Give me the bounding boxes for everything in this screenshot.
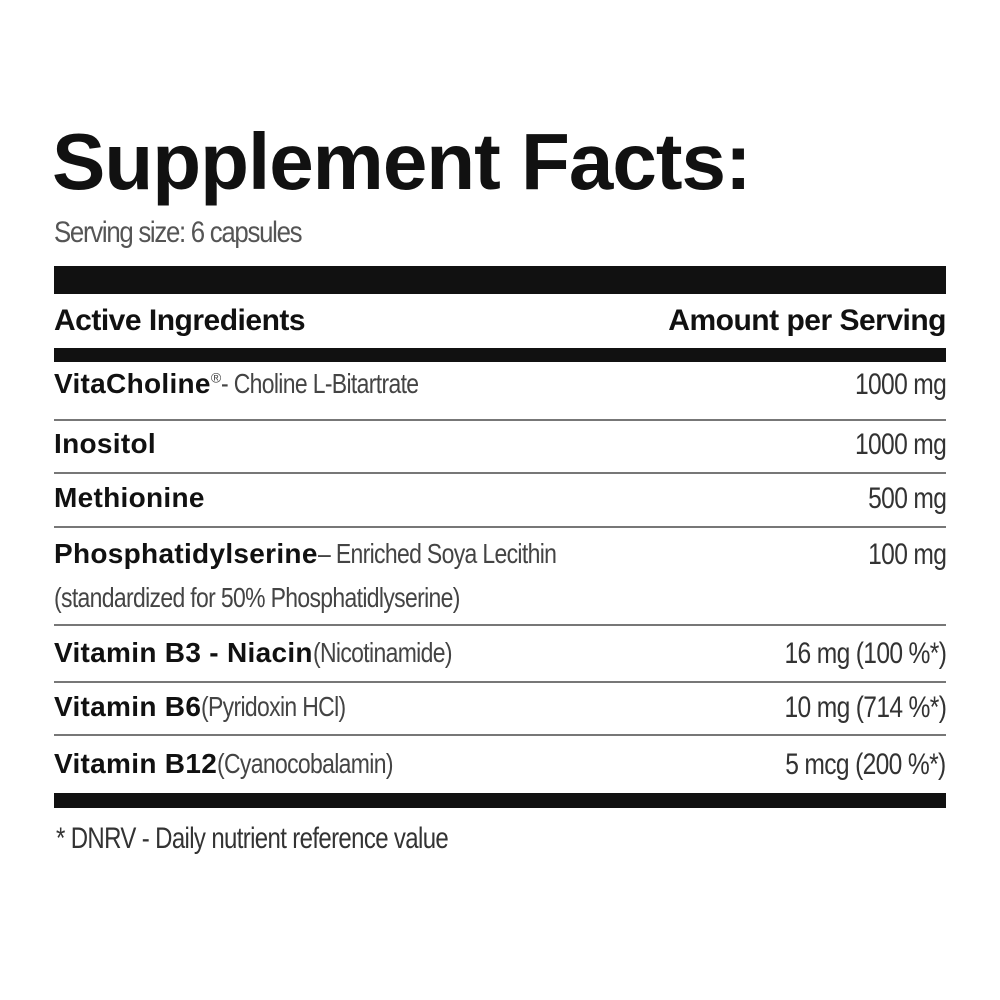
ingredient-name: Vitamin B6	[54, 691, 202, 722]
bottom-divider-bar	[54, 793, 946, 808]
ingredient-amount: 1000 mg	[854, 368, 947, 401]
row-divider	[54, 526, 946, 528]
ingredient-name: Inositol	[54, 428, 156, 459]
ingredient-detail: (Cyanocobalamin)	[217, 748, 393, 779]
ingredient-detail: – Enriched Soya Lecithin	[317, 538, 557, 569]
row-divider	[54, 734, 946, 736]
ingredient-amount: 1000 mg	[854, 428, 947, 461]
ingredient-subline: (standardized for 50% Phosphatidlyserine…	[54, 582, 460, 613]
row-divider	[54, 419, 946, 421]
row-divider	[54, 472, 946, 474]
ingredient-name: Vitamin B12	[54, 748, 218, 779]
ingredient-name: Phosphatidylserine	[54, 538, 318, 569]
ingredient-amount: 5 mcg (200 %*)	[785, 748, 947, 781]
ingredient-name: Vitamin B3 - Niacin	[54, 637, 313, 668]
row-divider	[54, 681, 946, 683]
ingredient-detail: (Nicotinamide)	[312, 637, 452, 668]
header-amount: Amount per Serving	[668, 304, 946, 337]
ingredient-name: Methionine	[54, 482, 205, 513]
header-divider-bar	[54, 348, 946, 362]
ingredient-amount: 16 mg (100 %*)	[784, 637, 946, 670]
ingredient-detail: - Choline L-Bitartrate	[221, 368, 419, 399]
row-divider	[54, 624, 946, 626]
footnote: * DNRV - Daily nutrient reference value	[56, 822, 449, 855]
page-title: Supplement Facts:	[52, 117, 752, 206]
serving-size: Serving size: 6 capsules	[54, 216, 303, 249]
ingredient-detail: (Pyridoxin HCl)	[201, 691, 346, 722]
ingredient-amount: 100 mg	[867, 538, 947, 571]
ingredient-amount: 500 mg	[867, 482, 947, 515]
header-ingredients: Active Ingredients	[54, 304, 306, 337]
top-divider-bar	[54, 266, 946, 294]
ingredient-name: VitaCholine	[54, 368, 211, 399]
ingredient-amount: 10 mg (714 %*)	[784, 691, 946, 724]
registered-mark: ®	[210, 369, 222, 386]
